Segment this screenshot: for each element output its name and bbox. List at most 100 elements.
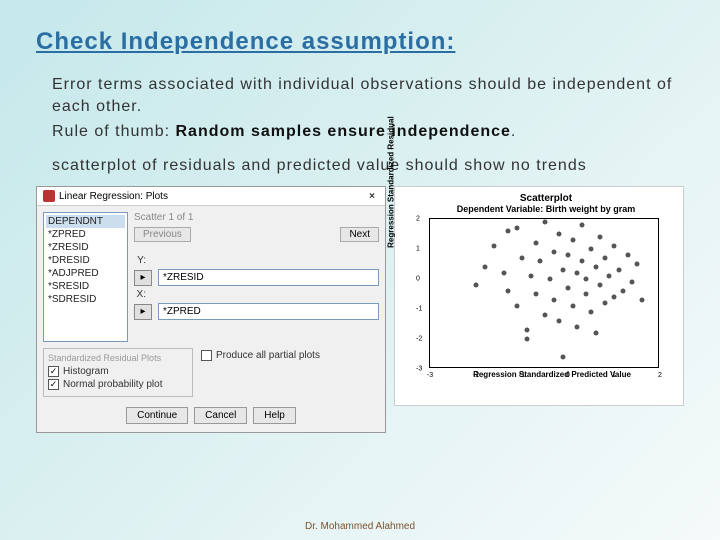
data-point bbox=[593, 265, 598, 270]
help-button[interactable]: Help bbox=[253, 407, 296, 424]
data-point bbox=[492, 244, 497, 249]
previous-button[interactable]: Previous bbox=[134, 227, 191, 242]
data-point bbox=[561, 355, 566, 360]
data-point bbox=[602, 256, 607, 261]
xtick: -3 bbox=[427, 372, 433, 379]
para1b-pre: Rule of thumb: bbox=[52, 123, 176, 140]
std-plots-label: Standardized Residual Plots bbox=[48, 353, 188, 363]
y-field[interactable]: *ZRESID bbox=[158, 269, 379, 286]
para1b-post: . bbox=[511, 123, 516, 140]
cancel-button[interactable]: Cancel bbox=[194, 407, 247, 424]
data-point bbox=[621, 289, 626, 294]
data-point bbox=[584, 277, 589, 282]
ytick: 1 bbox=[416, 246, 420, 253]
y-label: Y: bbox=[134, 255, 146, 266]
list-item[interactable]: *SRESID bbox=[46, 280, 125, 293]
data-point bbox=[501, 271, 506, 276]
data-point bbox=[543, 313, 548, 318]
data-point bbox=[616, 268, 621, 273]
para-2: scatterplot of residuals and predicted v… bbox=[52, 155, 684, 177]
data-point bbox=[630, 280, 635, 285]
data-point bbox=[506, 289, 511, 294]
chart-title: Scatterplot bbox=[417, 193, 675, 204]
slide-title: Check Independence assumption: bbox=[36, 28, 684, 56]
data-point bbox=[538, 259, 543, 264]
data-point bbox=[524, 328, 529, 333]
xtick: -1 bbox=[519, 372, 525, 379]
data-point bbox=[483, 265, 488, 270]
dialog-title: Linear Regression: Plots bbox=[59, 191, 365, 202]
para-1b: Rule of thumb: Random samples ensure ind… bbox=[52, 121, 684, 143]
app-icon bbox=[43, 190, 55, 202]
data-point bbox=[598, 235, 603, 240]
move-y-button[interactable]: ▸ bbox=[134, 270, 152, 286]
next-button[interactable]: Next bbox=[340, 227, 379, 242]
list-item[interactable]: *ADJPRED bbox=[46, 267, 125, 280]
xtick: -2 bbox=[473, 372, 479, 379]
chart-xlabel: Regression Standardized Predicted Value bbox=[429, 370, 675, 379]
data-point bbox=[520, 256, 525, 261]
data-point bbox=[543, 220, 548, 225]
partial-label: Produce all partial plots bbox=[216, 350, 320, 361]
data-point bbox=[515, 226, 520, 231]
data-point bbox=[533, 241, 538, 246]
variable-listbox[interactable]: DEPENDNT*ZPRED*ZRESID*DRESID*ADJPRED*SRE… bbox=[43, 212, 128, 342]
plot-area: -3-2-1012-3-2-1012 bbox=[429, 218, 659, 368]
xtick: 1 bbox=[612, 372, 616, 379]
list-item[interactable]: *ZPRED bbox=[46, 228, 125, 241]
data-point bbox=[566, 253, 571, 258]
scatter-counter: Scatter 1 of 1 bbox=[134, 212, 379, 223]
x-label: X: bbox=[134, 289, 146, 300]
data-point bbox=[579, 259, 584, 264]
list-item[interactable]: *SDRESID bbox=[46, 293, 125, 306]
body-text: Error terms associated with individual o… bbox=[36, 74, 684, 176]
data-point bbox=[612, 244, 617, 249]
data-point bbox=[570, 304, 575, 309]
ytick: -2 bbox=[416, 336, 422, 343]
data-point bbox=[556, 232, 561, 237]
data-point bbox=[547, 277, 552, 282]
data-point bbox=[552, 298, 557, 303]
list-item[interactable]: *ZRESID bbox=[46, 241, 125, 254]
xtick: 0 bbox=[566, 372, 570, 379]
histogram-checkbox[interactable]: ✓Histogram bbox=[48, 366, 188, 377]
scatterplot-chart: Scatterplot Dependent Variable: Birth we… bbox=[394, 186, 684, 406]
data-point bbox=[575, 325, 580, 330]
data-point bbox=[598, 283, 603, 288]
partial-plots-checkbox[interactable]: Produce all partial plots bbox=[201, 350, 379, 361]
data-point bbox=[552, 250, 557, 255]
ytick: -3 bbox=[416, 366, 422, 373]
close-icon[interactable]: × bbox=[365, 191, 379, 202]
data-point bbox=[515, 304, 520, 309]
para-1a: Error terms associated with individual o… bbox=[52, 74, 684, 117]
npp-label: Normal probability plot bbox=[63, 379, 163, 390]
xtick: 2 bbox=[658, 372, 662, 379]
data-point bbox=[635, 262, 640, 267]
para1b-bold: Random samples ensure independence bbox=[176, 123, 511, 140]
list-item[interactable]: DEPENDNT bbox=[46, 215, 125, 228]
data-point bbox=[529, 274, 534, 279]
list-item[interactable]: *DRESID bbox=[46, 254, 125, 267]
chart-ylabel: Regression Standardized Residual bbox=[387, 117, 396, 249]
histogram-label: Histogram bbox=[63, 366, 109, 377]
data-point bbox=[589, 310, 594, 315]
data-point bbox=[524, 337, 529, 342]
x-field[interactable]: *ZPRED bbox=[158, 303, 379, 320]
continue-button[interactable]: Continue bbox=[126, 407, 188, 424]
data-point bbox=[602, 301, 607, 306]
data-point bbox=[474, 283, 479, 288]
data-point bbox=[506, 229, 511, 234]
move-x-button[interactable]: ▸ bbox=[134, 304, 152, 320]
data-point bbox=[612, 295, 617, 300]
data-point bbox=[556, 319, 561, 324]
data-point bbox=[533, 292, 538, 297]
data-point bbox=[566, 286, 571, 291]
data-point bbox=[575, 271, 580, 276]
ytick: 2 bbox=[416, 216, 420, 223]
data-point bbox=[639, 298, 644, 303]
ytick: 0 bbox=[416, 276, 420, 283]
slide-footer: Dr. Mohammed Alahmed bbox=[0, 521, 720, 532]
data-point bbox=[593, 331, 598, 336]
dialog-titlebar: Linear Regression: Plots × bbox=[37, 187, 385, 206]
npp-checkbox[interactable]: ✓Normal probability plot bbox=[48, 379, 188, 390]
